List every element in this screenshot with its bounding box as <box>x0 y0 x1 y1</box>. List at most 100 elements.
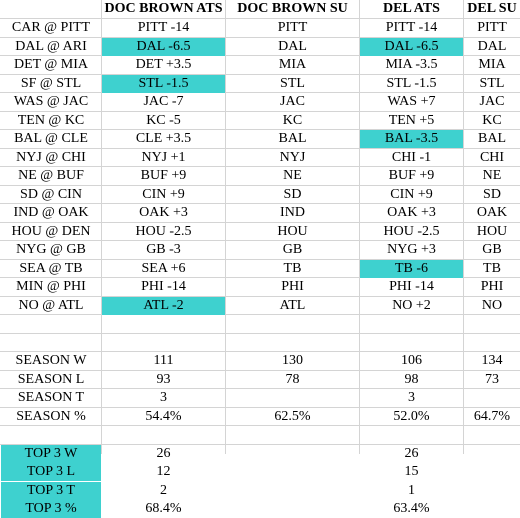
doc-brown-su-pick-cell[interactable]: NE <box>283 168 302 183</box>
doc-brown-su-top3-cell[interactable] <box>226 463 359 481</box>
del-ats-pick-cell[interactable]: TB -6 <box>360 260 463 278</box>
doc-brown-ats-pick-cell[interactable]: BUF +9 <box>140 168 187 183</box>
matchup-cell[interactable]: SD @ CIN <box>20 187 82 202</box>
del-su-pick-cell[interactable]: SD <box>483 187 501 202</box>
del-ats-pick-cell[interactable]: STL -1.5 <box>386 76 437 91</box>
del-su-top3-cell[interactable] <box>464 500 520 518</box>
del-ats-top3-cell[interactable]: 26 <box>404 446 419 461</box>
doc-brown-ats-season-cell[interactable]: 3 <box>160 390 167 405</box>
doc-brown-ats-top3-cell[interactable]: 2 <box>160 483 167 498</box>
matchup-cell[interactable]: NE @ BUF <box>18 168 84 183</box>
matchup-cell[interactable]: IND @ OAK <box>13 205 89 220</box>
doc-brown-ats-pick-cell[interactable]: PHI -14 <box>141 279 186 294</box>
doc-brown-su-pick-cell[interactable]: SD <box>283 187 302 202</box>
matchup-cell[interactable]: CAR @ PITT <box>11 20 91 35</box>
del-ats-pick-cell[interactable]: CIN +9 <box>390 187 433 202</box>
del-ats-pick-cell[interactable]: HOU -2.5 <box>383 224 440 239</box>
top3-label-cell[interactable]: TOP 3 L <box>1 463 101 481</box>
doc-brown-su-pick-cell[interactable]: ATL <box>279 298 306 313</box>
del-su-top3-cell[interactable] <box>464 482 520 500</box>
del-su-pick-cell[interactable]: PHI <box>480 279 504 294</box>
doc-brown-ats-pick-cell[interactable]: CLE +3.5 <box>135 131 192 146</box>
header-del-su[interactable]: DEL SU <box>467 1 517 16</box>
del-su-pick-cell[interactable]: DAL <box>477 39 507 54</box>
doc-brown-ats-pick-cell[interactable]: HOU -2.5 <box>135 224 192 239</box>
del-ats-pick-cell[interactable]: NO +2 <box>392 298 431 313</box>
matchup-cell[interactable]: NYJ @ CHI <box>16 150 86 165</box>
doc-brown-ats-season-cell[interactable]: 111 <box>153 353 174 368</box>
doc-brown-su-pick-cell[interactable]: PITT <box>277 20 308 35</box>
matchup-cell[interactable]: HOU @ DEN <box>11 224 91 239</box>
doc-brown-su-season-cell[interactable]: 130 <box>282 353 303 368</box>
top3-label-cell[interactable]: TOP 3 % <box>1 500 101 518</box>
del-ats-pick-cell[interactable]: TEN +5 <box>388 113 435 128</box>
del-su-pick-cell[interactable]: PITT <box>477 20 507 35</box>
matchup-cell[interactable]: DET @ MIA <box>13 57 89 72</box>
del-ats-pick-cell[interactable]: PHI -14 <box>389 279 434 294</box>
doc-brown-su-pick-cell[interactable]: DAL <box>278 39 307 54</box>
del-su-pick-cell[interactable]: MIA <box>478 57 506 72</box>
doc-brown-su-top3-cell[interactable] <box>226 500 359 518</box>
del-su-pick-cell[interactable]: BAL <box>478 131 506 146</box>
matchup-cell[interactable]: NO @ ATL <box>18 298 84 313</box>
top3-label-cell[interactable]: TOP 3 T <box>1 482 101 500</box>
doc-brown-ats-top3-cell[interactable]: 68.4% <box>145 501 182 516</box>
del-su-season-cell[interactable] <box>464 389 520 407</box>
doc-brown-su-pick-cell[interactable]: STL <box>280 76 305 91</box>
top3-label-cell[interactable]: TOP 3 W <box>1 445 101 463</box>
matchup-cell[interactable]: BAL @ CLE <box>14 131 88 146</box>
doc-brown-ats-pick-cell[interactable]: OAK +3 <box>139 205 188 220</box>
del-ats-pick-cell[interactable]: NYG +3 <box>387 242 436 257</box>
header-del-ats[interactable]: DEL ATS <box>383 1 440 16</box>
del-su-pick-cell[interactable]: NE <box>482 168 502 183</box>
doc-brown-su-pick-cell[interactable]: GB <box>282 242 303 257</box>
del-su-pick-cell[interactable]: CHI <box>479 150 505 165</box>
doc-brown-su-pick-cell[interactable]: JAC <box>280 94 305 109</box>
doc-brown-su-pick-cell[interactable]: NYJ <box>279 150 306 165</box>
matchup-cell[interactable]: WAS @ JAC <box>13 94 89 109</box>
doc-brown-su-pick-cell[interactable]: TB <box>283 261 302 276</box>
del-su-top3-cell[interactable] <box>464 445 520 463</box>
doc-brown-ats-top3-cell[interactable]: 26 <box>156 446 171 461</box>
header-doc-brown-ats[interactable]: DOC BROWN ATS <box>104 1 223 16</box>
doc-brown-su-top3-cell[interactable] <box>226 445 359 463</box>
del-ats-season-cell[interactable]: 106 <box>401 353 422 368</box>
doc-brown-ats-season-cell[interactable]: 54.4% <box>145 409 182 424</box>
del-su-pick-cell[interactable]: HOU <box>476 224 508 239</box>
doc-brown-su-season-cell[interactable] <box>226 389 359 407</box>
matchup-cell[interactable]: DAL @ ARI <box>15 39 87 54</box>
matchup-cell[interactable]: TEN @ KC <box>17 113 85 128</box>
del-su-pick-cell[interactable]: GB <box>482 242 502 257</box>
del-ats-pick-cell[interactable]: OAK +3 <box>387 205 436 220</box>
del-ats-pick-cell[interactable]: BAL -3.5 <box>360 130 463 148</box>
season-label-cell[interactable]: SEASON % <box>16 409 86 424</box>
matchup-cell[interactable]: NYG @ GB <box>16 242 86 257</box>
del-ats-season-cell[interactable]: 98 <box>404 372 419 387</box>
del-su-pick-cell[interactable]: TB <box>483 261 501 276</box>
del-su-season-cell[interactable]: 134 <box>481 353 503 368</box>
header-doc-brown-su[interactable]: DOC BROWN SU <box>237 1 348 16</box>
del-ats-pick-cell[interactable]: MIA -3.5 <box>385 57 438 72</box>
doc-brown-ats-pick-cell[interactable]: KC -5 <box>146 113 181 128</box>
doc-brown-su-season-cell[interactable]: 78 <box>285 372 300 387</box>
doc-brown-ats-top3-cell[interactable]: 12 <box>156 464 171 479</box>
season-label-cell[interactable]: SEASON L <box>17 372 85 387</box>
season-label-cell[interactable]: SEASON T <box>17 390 85 405</box>
doc-brown-ats-pick-cell[interactable]: STL -1.5 <box>102 75 225 93</box>
doc-brown-ats-pick-cell[interactable]: CIN +9 <box>142 187 185 202</box>
matchup-cell[interactable]: SEA @ TB <box>19 261 83 276</box>
del-ats-season-cell[interactable]: 3 <box>408 390 415 405</box>
header-blank[interactable] <box>1 1 101 17</box>
season-label-cell[interactable]: SEASON W <box>15 353 87 368</box>
doc-brown-su-season-cell[interactable]: 62.5% <box>274 409 311 424</box>
del-ats-pick-cell[interactable]: WAS +7 <box>387 94 436 109</box>
doc-brown-su-pick-cell[interactable]: HOU <box>277 224 308 239</box>
del-su-pick-cell[interactable]: OAK <box>476 205 508 220</box>
doc-brown-su-pick-cell[interactable]: IND <box>280 205 305 220</box>
doc-brown-ats-pick-cell[interactable]: ATL -2 <box>102 297 225 315</box>
del-ats-pick-cell[interactable]: CHI -1 <box>391 150 432 165</box>
del-ats-pick-cell[interactable]: BUF +9 <box>388 168 435 183</box>
doc-brown-su-pick-cell[interactable]: BAL <box>278 131 307 146</box>
del-ats-pick-cell[interactable]: PITT -14 <box>385 20 438 35</box>
doc-brown-ats-pick-cell[interactable]: NYJ +1 <box>141 150 186 165</box>
